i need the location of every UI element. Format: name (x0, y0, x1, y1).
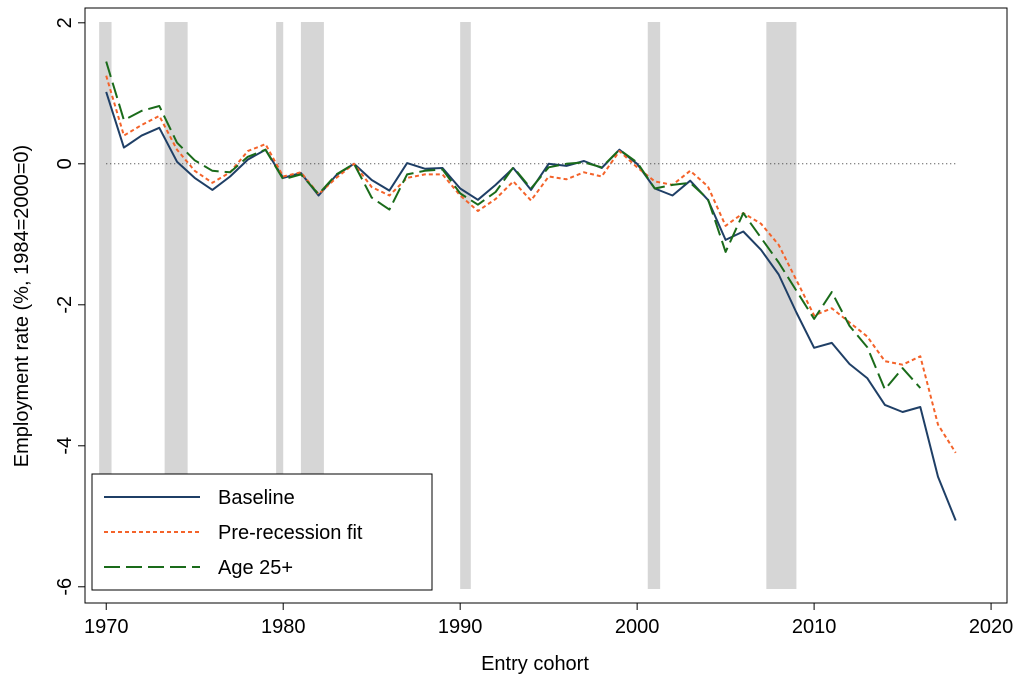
series-line (105, 61, 922, 391)
recession-band (276, 22, 284, 589)
y-tick-label: -4 (54, 437, 76, 455)
y-tick-label: -2 (54, 296, 76, 314)
plot-frame (84, 7, 1008, 604)
legend-label: Baseline (218, 487, 295, 509)
y-tick-label: -6 (54, 578, 76, 596)
x-tick-label: 2010 (792, 616, 837, 638)
x-tick-label: 1980 (261, 616, 306, 638)
y-tick-label: 0 (54, 158, 76, 169)
recession-band (460, 22, 471, 589)
x-tick-label: 1970 (84, 616, 129, 638)
x-tick-label: 1990 (438, 616, 483, 638)
x-tick-label: 2000 (615, 616, 660, 638)
y-axis-title: Employment rate (%, 1984=2000=0) (11, 145, 33, 467)
y-tick-label: 2 (54, 17, 76, 28)
recession-band (766, 22, 797, 589)
series-line (105, 75, 957, 454)
recession-band (99, 22, 112, 589)
recession-band (647, 22, 661, 589)
x-axis-title: Entry cohort (481, 653, 589, 675)
legend-box (91, 473, 433, 591)
legend-label: Pre-recession fit (218, 522, 363, 544)
x-tick-label: 2020 (969, 616, 1014, 638)
legend-label: Age 25+ (218, 557, 293, 579)
series-line (105, 91, 957, 521)
